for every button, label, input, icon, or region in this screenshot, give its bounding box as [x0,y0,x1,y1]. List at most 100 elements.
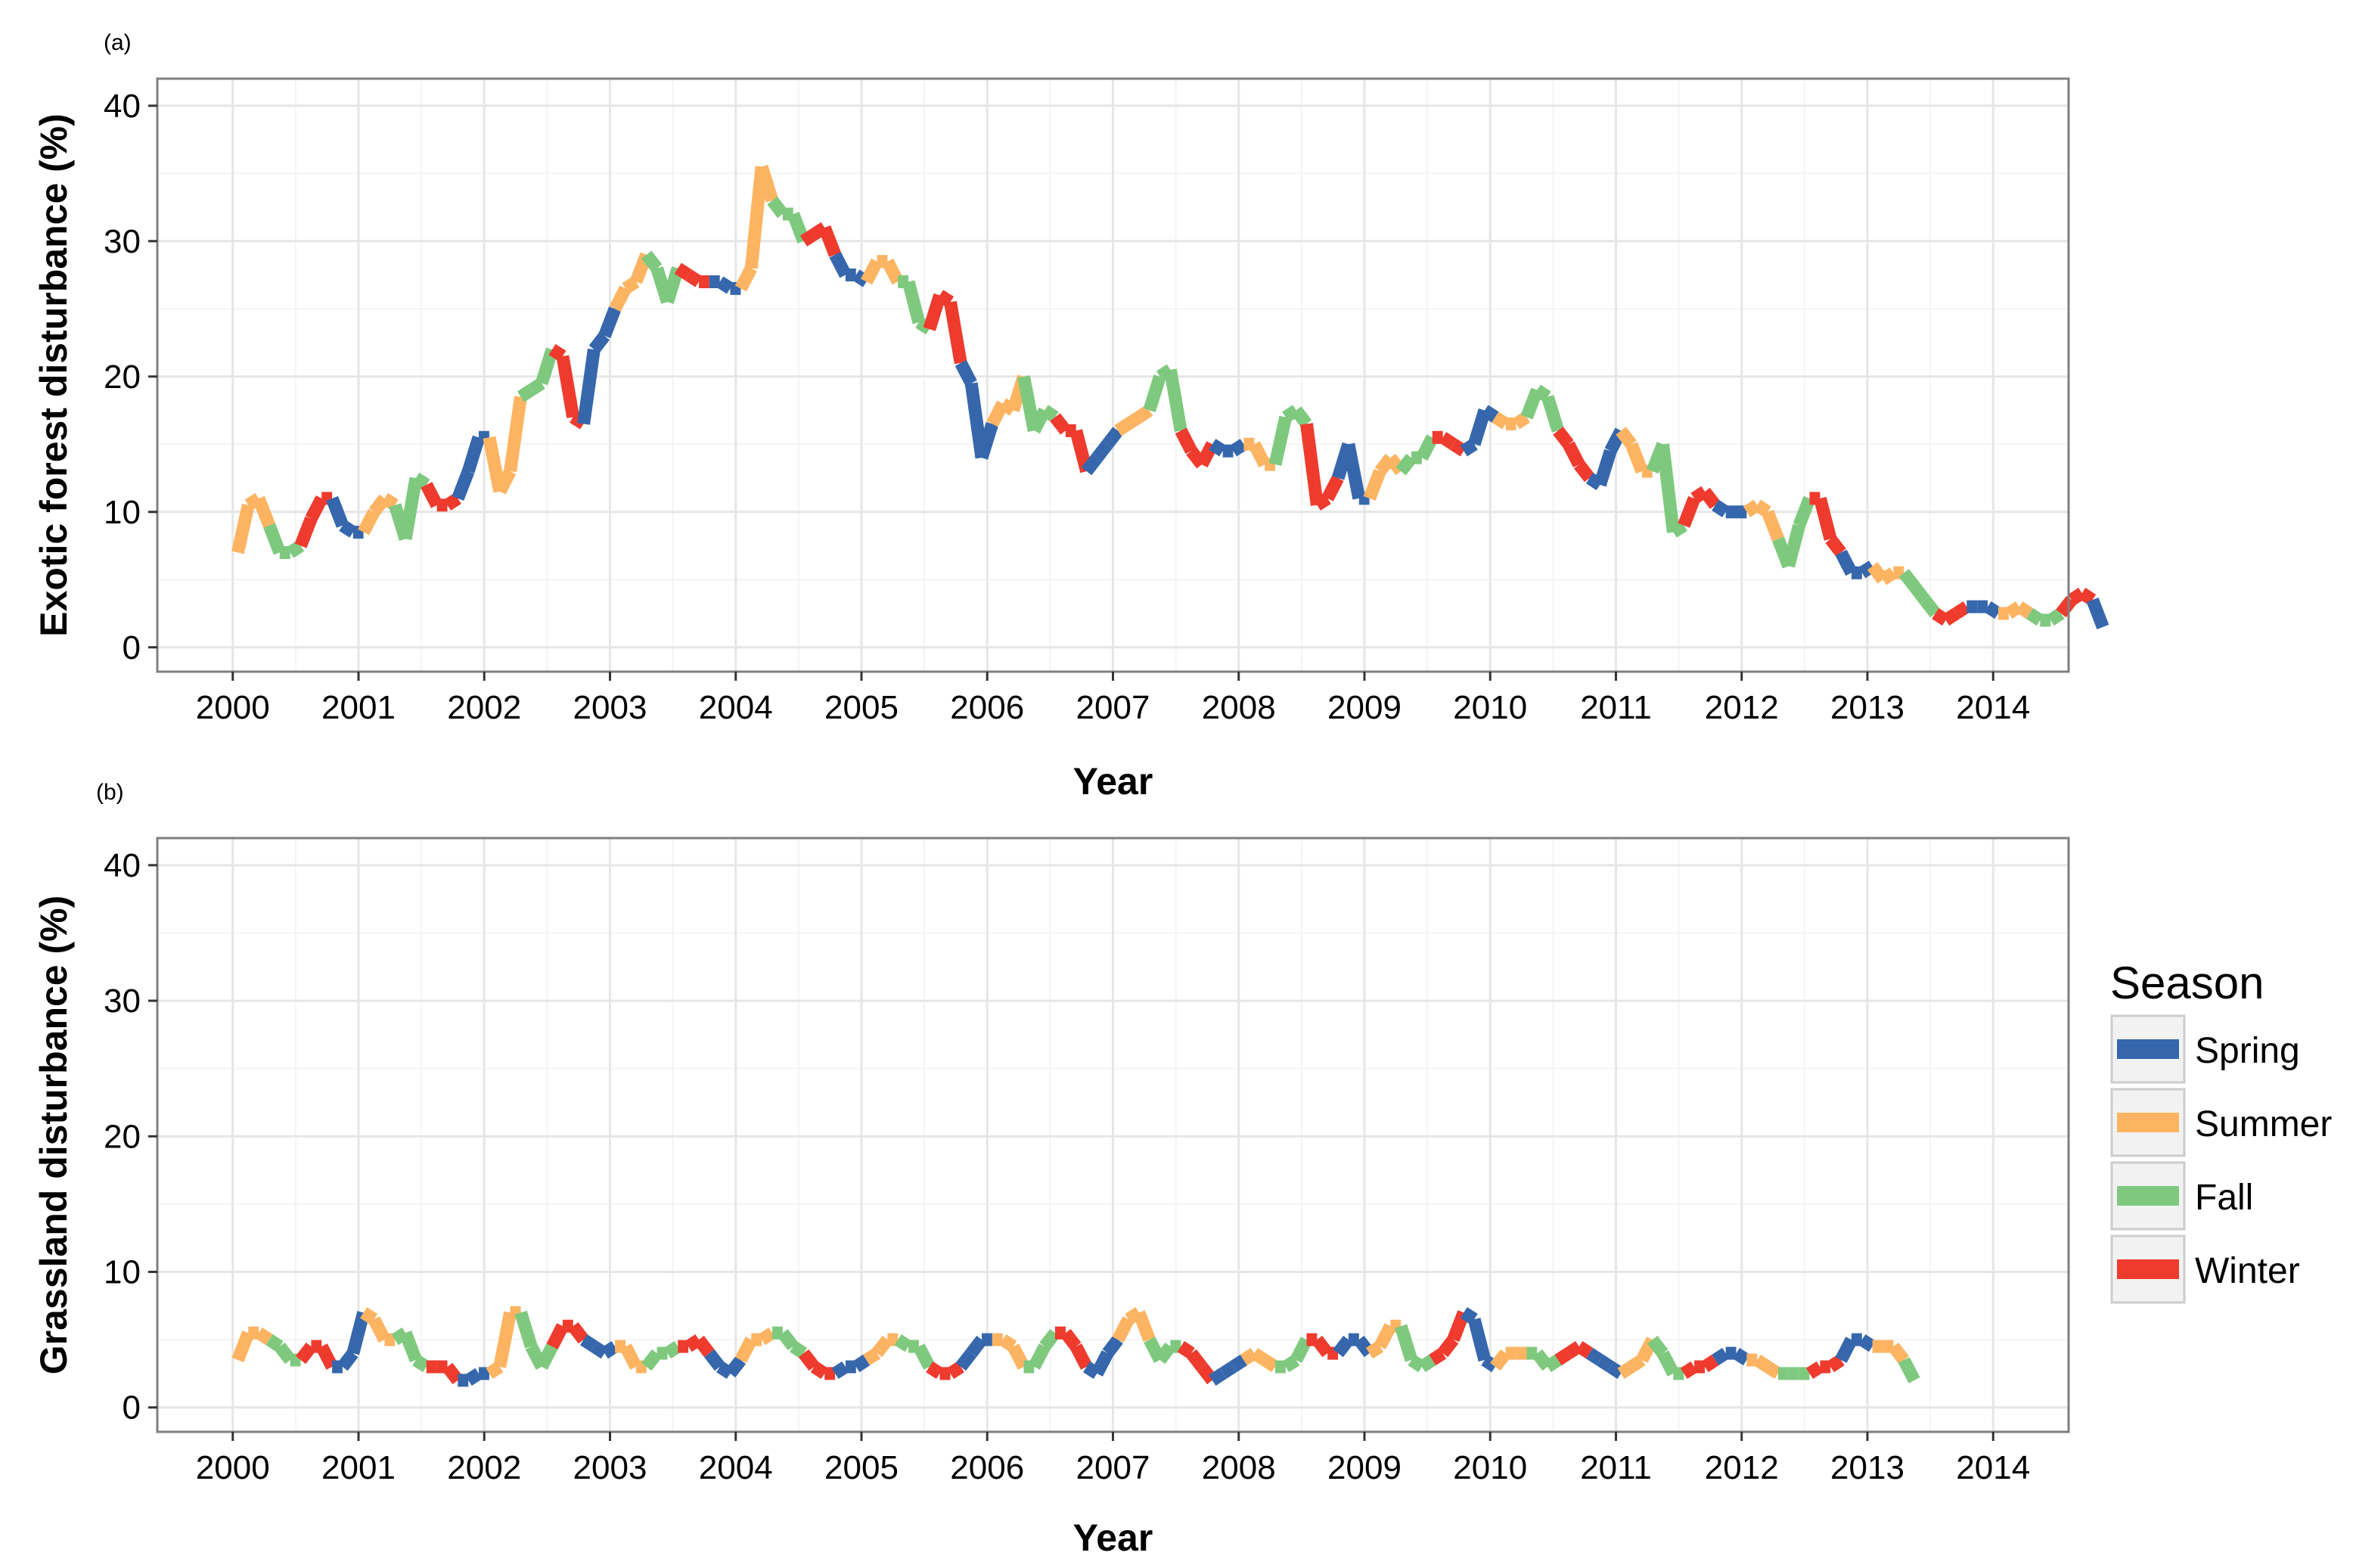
series-segment-fall [535,1343,558,1370]
series-segment-summer [1753,1354,1771,1373]
series-segment-spring [1460,439,1478,457]
series-segment-winter [1678,495,1701,528]
series-segment-spring [852,1354,871,1373]
x-tick-label: 2007 [1076,689,1150,726]
series-segment-fall [1647,1335,1668,1358]
series-segment-spring [716,276,734,294]
series-segment-summer [368,494,390,517]
series-segment-summer [1764,1361,1782,1380]
series-segment-spring [1858,1334,1876,1352]
legend-swatch-spring [2117,1039,2179,1059]
panel-a-tag: (a) [104,30,132,55]
x-tick-label: 2009 [1327,1449,1401,1486]
series-segment-winter [1825,535,1846,557]
series-segment-summer [1114,418,1132,436]
series-segment-summer [609,285,632,312]
series-segment-fall [1669,520,1687,538]
series-segment-fall [265,1334,284,1352]
series-segment-winter [1575,1340,1594,1359]
series-segment-winter [2068,588,2086,606]
series-segment-winter [1186,1349,1207,1371]
series-segment-winter [1814,496,1837,541]
series-segment-spring [462,435,486,474]
series-segment-summer [734,265,757,292]
series-segment-summer [1762,509,1784,542]
series-segment-fall [1898,1357,1920,1383]
series-segment-spring [1835,1337,1858,1363]
series-segment-winter [1932,607,1950,626]
series-segment-winter [799,228,818,247]
legend-label-summer: Summer [2195,1104,2332,1144]
series-segment-spring [1732,1347,1750,1366]
series-segment-spring [1229,439,1247,457]
series-segment-summer [1867,562,1889,584]
series-segment-summer [1248,441,1271,467]
series-segment-spring [346,1311,370,1355]
x-tick-label: 2000 [196,689,270,726]
x-tick-label: 2012 [1705,1449,1779,1486]
series-segment-fall [1418,1354,1436,1373]
series-segment-fall [1416,434,1439,461]
series-segment-winter [294,516,318,548]
x-tick-label: 2006 [950,1449,1024,1486]
series-segment-summer [758,1327,776,1346]
series-segment-summer [1753,499,1771,517]
series-segment-spring [704,1349,725,1371]
series-segment-summer [734,1337,757,1363]
series-segment-spring [1091,1350,1113,1377]
series-segment-summer [1617,1361,1635,1380]
series-segment-summer [1365,1340,1384,1359]
series-segment-summer [1743,499,1761,517]
x-tick-label: 2013 [1830,689,1904,726]
series-segment-fall [641,1349,663,1371]
series-segment-spring [588,331,610,354]
series-segment-fall [1657,1350,1679,1377]
series-segment-spring [1481,405,1499,423]
series-segment-summer [2016,601,2034,619]
series-segment-spring [1606,1361,1625,1380]
series-segment-spring [955,1349,976,1371]
series-segment-summer [231,503,255,554]
series-segment-spring [1333,1335,1354,1358]
panel-b-tag: (b) [96,780,124,805]
x-tick-label: 2011 [1580,1449,1652,1486]
legend-item-winter: Winter [2110,1234,2300,1304]
y-tick-label: 10 [104,1254,141,1291]
series-segment-summer [1132,1310,1156,1343]
series-segment-spring [452,469,475,501]
panel-a-series [231,164,2109,629]
x-tick-label: 2006 [950,689,1024,726]
y-tick-label: 40 [104,847,141,884]
series-segment-summer [863,1347,881,1366]
y-tick-label: 30 [104,223,141,260]
series-segment-summer [1879,567,1898,585]
series-segment-fall [1039,1329,1060,1351]
series-segment-winter [1177,1340,1195,1359]
series-segment-winter [1070,1343,1093,1370]
series-segment-winter [421,482,443,508]
series-segment-winter [1565,1340,1583,1359]
series-segment-winter [1952,601,1970,619]
series-segment-winter [548,343,566,362]
series-segment-fall [1656,443,1680,533]
y-tick-label: 20 [104,1118,141,1155]
series-segment-fall [1028,1343,1051,1370]
series-segment-summer [1135,405,1153,423]
legend: Season Spring Summer Fall Winter [2110,958,2332,1304]
series-segment-fall [663,1340,681,1359]
series-segment-fall [894,1334,912,1352]
series-segment-spring [1209,439,1227,457]
series-segment-spring [590,1340,608,1359]
y-tick-label: 10 [104,494,141,531]
series-segment-summer [380,492,399,511]
series-segment-winter [1563,441,1585,467]
series-segment-winter [1060,1329,1082,1351]
series-segment-fall [2047,607,2065,626]
series-segment-winter [315,1343,338,1370]
series-segment-spring [1712,1347,1730,1366]
series-segment-summer [755,164,779,203]
series-segment-summer [1261,1354,1279,1373]
series-segment-spring [1585,1347,1604,1366]
series-segment-fall [1395,453,1417,476]
series-segment-summer [1112,1316,1135,1343]
